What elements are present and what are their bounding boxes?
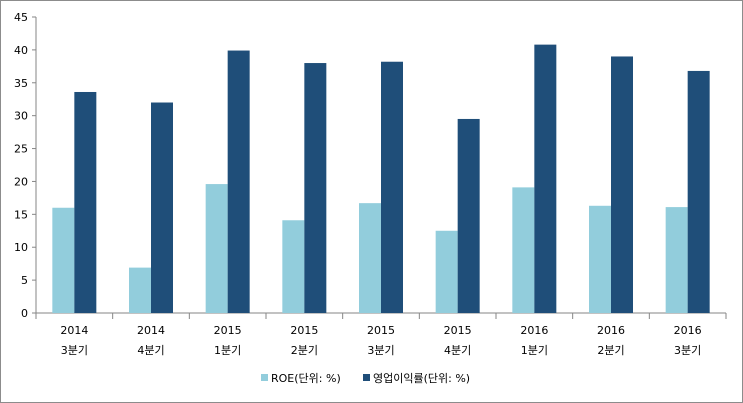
y-tick-label: 0 <box>21 307 28 320</box>
y-tick-label: 15 <box>14 208 28 221</box>
x-tick-label-year: 2015 <box>214 324 242 337</box>
y-tick-label: 40 <box>14 44 28 57</box>
operating-margin-bar <box>611 56 633 313</box>
x-tick-label-quarter: 4분기 <box>137 344 164 357</box>
x-tick-label-quarter: 2분기 <box>597 344 624 357</box>
y-tick-label: 35 <box>14 77 28 90</box>
x-tick-label-quarter: 4분기 <box>444 344 471 357</box>
x-tick-label-year: 2014 <box>137 324 165 337</box>
roe-bar <box>589 205 611 313</box>
operating-margin-bar <box>74 91 97 313</box>
x-tick-label-year: 2016 <box>597 324 625 337</box>
axis-labels: 0 5 10 15 20 25 30 35 40 45 2014 3분기 2014 4분기 2015 1분기 2… <box>14 11 702 357</box>
roe-bar <box>435 230 458 313</box>
operating-margin-bar <box>227 50 250 314</box>
roe-bar <box>359 203 381 313</box>
x-tick-label-quarter: 3분기 <box>61 344 88 357</box>
y-tick-label: 5 <box>21 274 28 287</box>
x-tick-label-year: 2015 <box>367 324 395 337</box>
x-tick-label-quarter: 2분기 <box>291 344 318 357</box>
y-tick-label: 10 <box>14 241 28 254</box>
x-tick-label-year: 2014 <box>60 324 88 337</box>
y-tick-label: 25 <box>14 143 28 156</box>
operating-margin-bar <box>534 44 557 313</box>
x-tick-label-year: 2015 <box>290 324 318 337</box>
operating-margin-bar <box>304 63 327 313</box>
legend-label-operating-margin: 영업이익률(단위: %) <box>373 372 470 385</box>
operating-margin-bar <box>381 61 403 314</box>
x-tick-label-year: 2016 <box>674 324 702 337</box>
legend-label-roe: ROE(단위: %) <box>271 372 341 385</box>
roe-bar <box>665 207 688 313</box>
x-tick-label-year: 2015 <box>444 324 472 337</box>
legend: ROE(단위: %) 영업이익률(단위: %) <box>261 372 470 385</box>
roe-bar <box>512 187 535 313</box>
legend-swatch-roe <box>261 374 268 381</box>
operating-margin-bar <box>457 118 480 313</box>
bars <box>52 44 710 314</box>
roe-bar <box>129 267 151 313</box>
x-tick-label-quarter: 3분기 <box>367 344 394 357</box>
x-tick-label-quarter: 3분기 <box>674 344 701 357</box>
operating-margin-bar <box>687 70 710 313</box>
operating-margin-bar <box>151 102 173 313</box>
legend-swatch-operating-margin <box>363 374 370 381</box>
roe-bar <box>52 207 75 313</box>
y-tick-label: 20 <box>14 175 28 188</box>
x-tick-label-quarter: 1분기 <box>214 344 241 357</box>
y-tick-label: 30 <box>14 110 28 123</box>
roe-bar <box>205 184 228 313</box>
roe-bar <box>282 220 305 313</box>
x-tick-label-year: 2016 <box>520 324 548 337</box>
y-tick-label: 45 <box>14 11 28 24</box>
x-tick-label-quarter: 1분기 <box>521 344 548 357</box>
